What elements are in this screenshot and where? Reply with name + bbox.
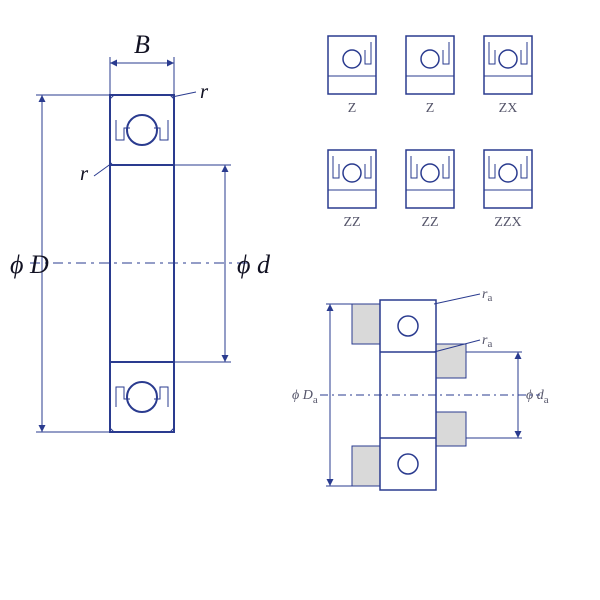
- variant-icon: Z: [328, 36, 376, 116]
- svg-text:ϕ Da: ϕ Da: [292, 388, 318, 406]
- variant-icon: ZZ: [406, 150, 454, 230]
- variant-icons: ZZZXZZZZZZX: [328, 36, 532, 230]
- main-crosssection: Bϕ D ϕ d r r: [10, 30, 271, 432]
- svg-text:B: B: [134, 30, 150, 59]
- variant-icon: Z: [406, 36, 454, 116]
- variant-icon: ZX: [484, 36, 532, 116]
- svg-text:ZZ: ZZ: [421, 215, 438, 230]
- svg-text:ZZX: ZZX: [494, 215, 521, 230]
- svg-text:ϕ da: ϕ da: [526, 388, 549, 406]
- svg-text:Z: Z: [348, 101, 357, 116]
- detail-crosssection: ϕ Da ϕ da ra ra: [292, 287, 549, 490]
- svg-text:r: r: [80, 162, 89, 185]
- svg-text:ZZ: ZZ: [343, 215, 360, 230]
- bearing-diagram: Bϕ Dϕ drrZZZXZZZZZZXϕ Daϕ darara: [0, 0, 600, 600]
- svg-text:ra: ra: [482, 287, 492, 304]
- svg-text:Z: Z: [426, 101, 435, 116]
- variant-icon: ZZX: [484, 150, 532, 230]
- svg-text:ra: ra: [482, 333, 492, 350]
- variant-icon: ZZ: [328, 150, 376, 230]
- svg-text:r: r: [200, 80, 209, 103]
- svg-text:ZX: ZX: [499, 101, 518, 116]
- svg-text:ϕ D: ϕ D: [10, 250, 49, 279]
- svg-text:ϕ d: ϕ d: [237, 250, 271, 279]
